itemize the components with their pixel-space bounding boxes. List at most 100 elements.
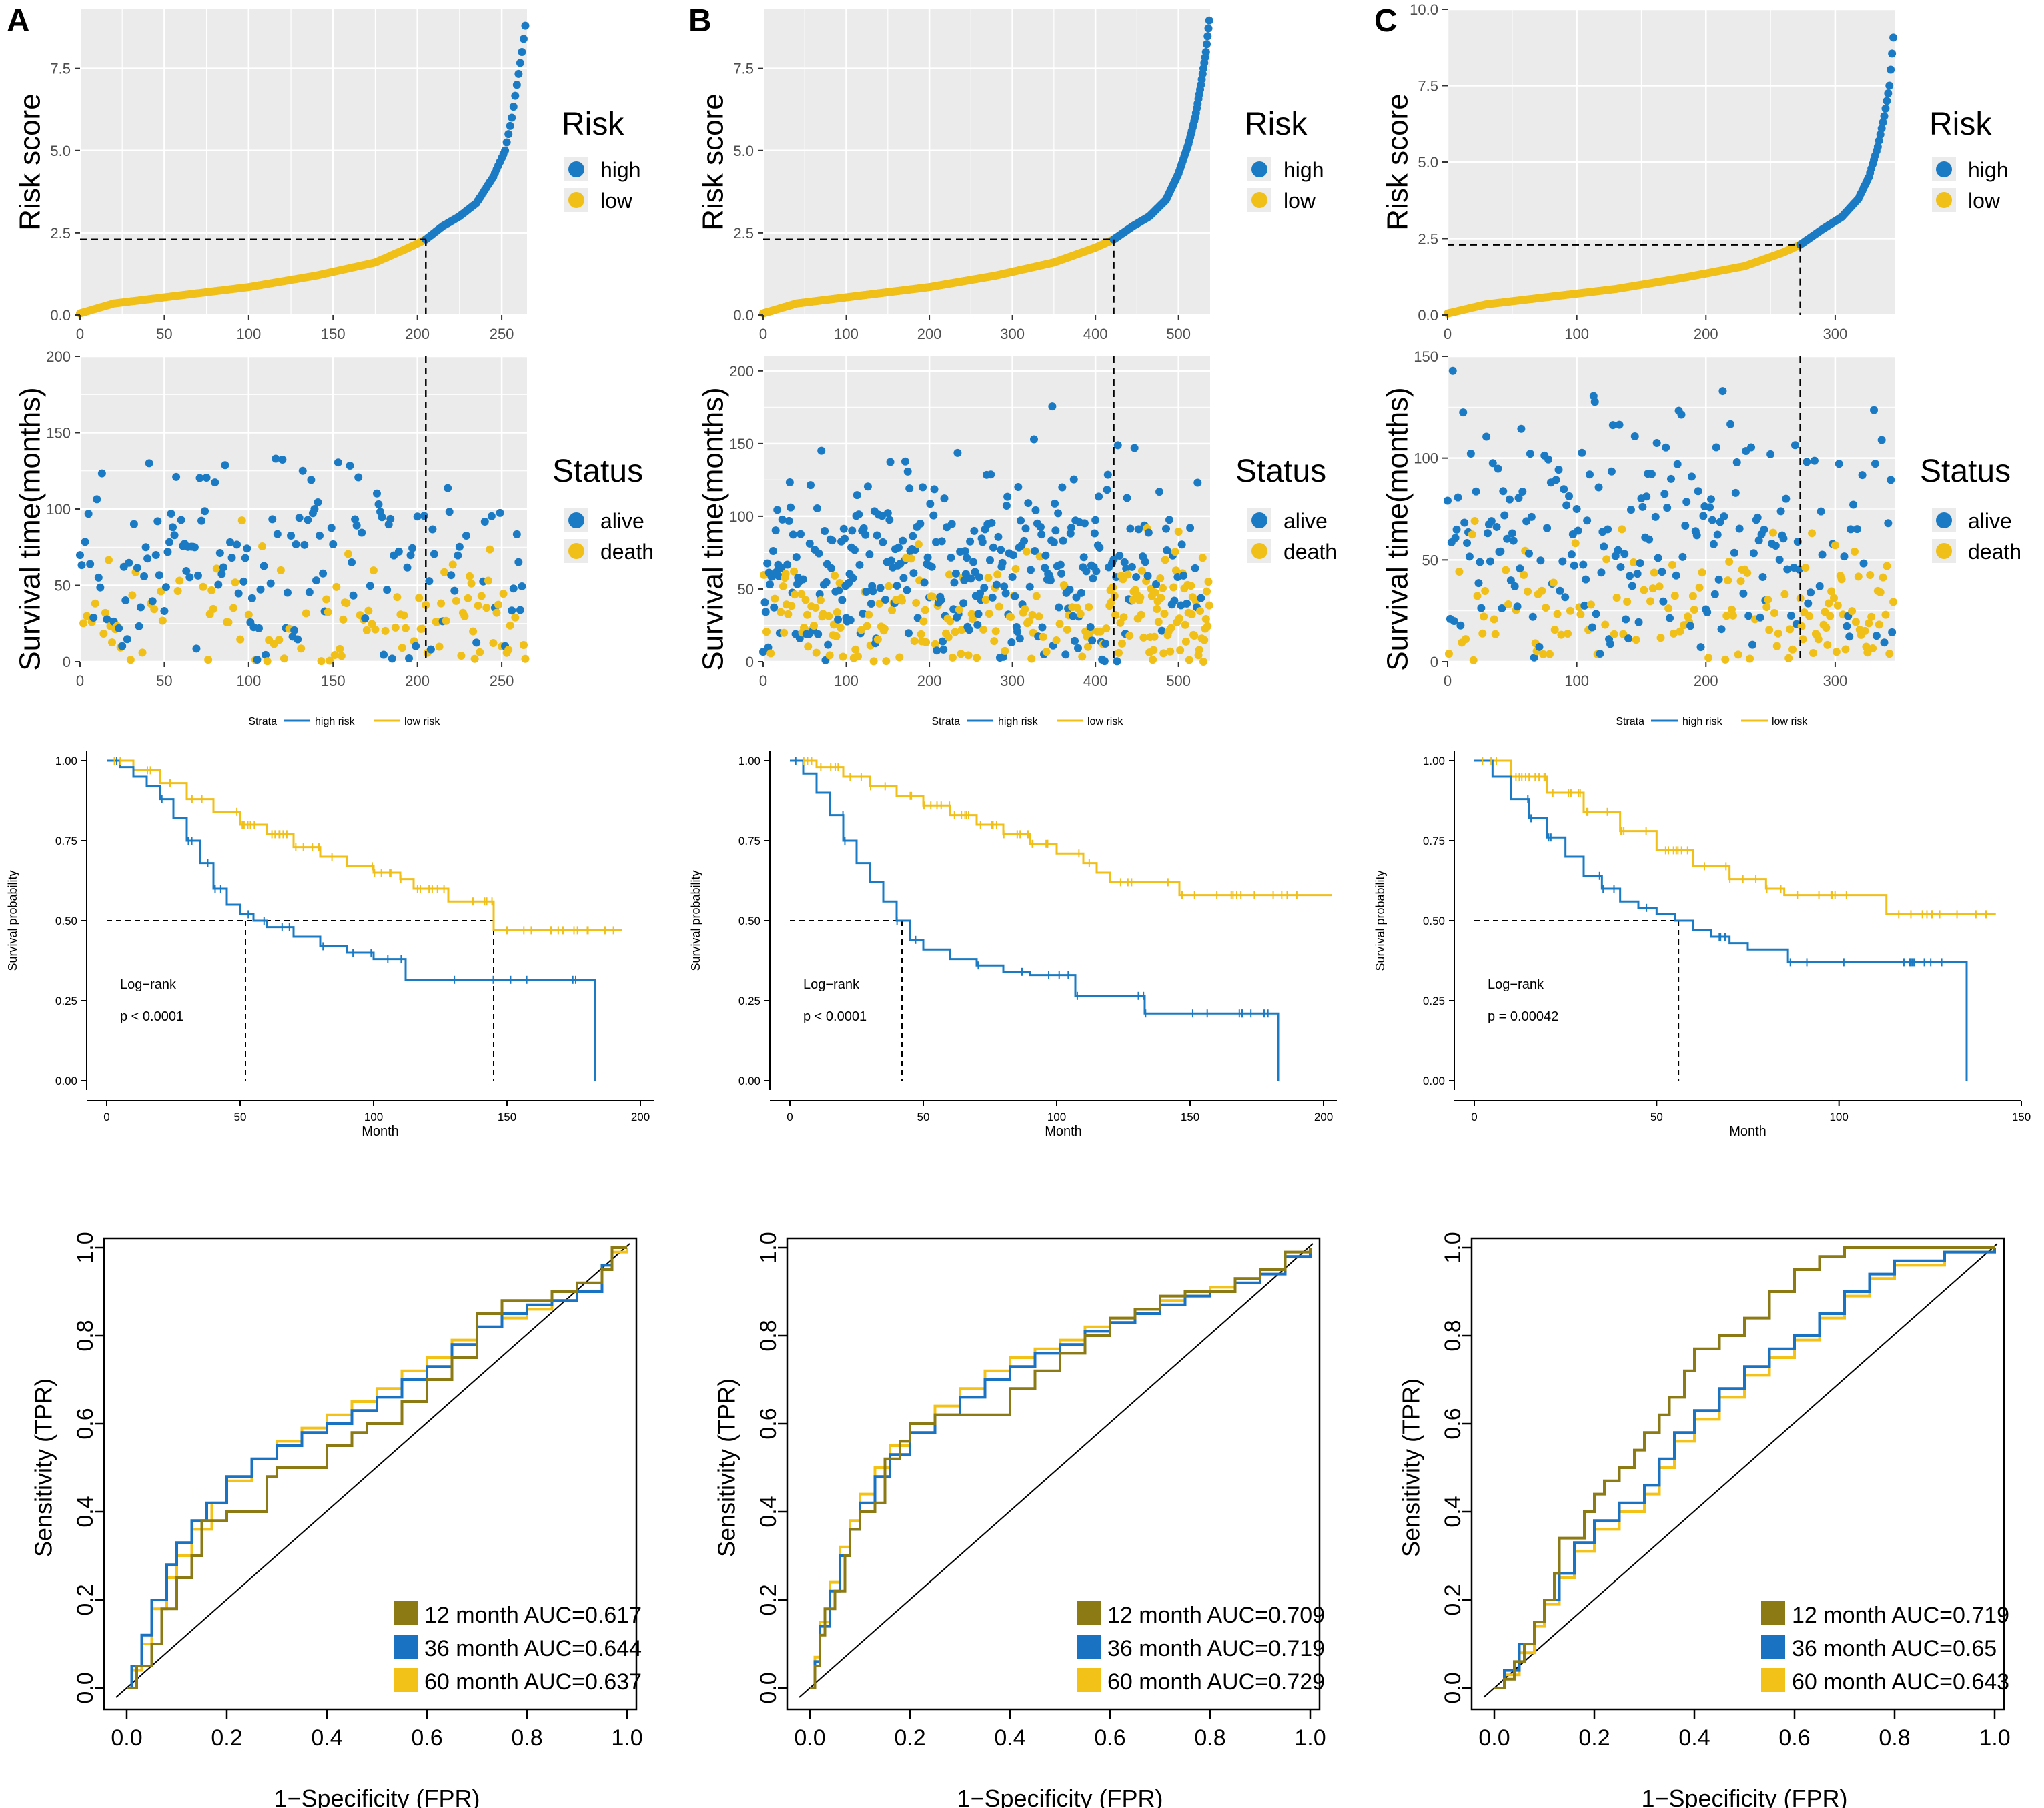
surv-point — [1634, 618, 1643, 626]
surv-point — [160, 606, 169, 615]
risk-legend-label-low: low — [600, 189, 633, 213]
surv-point — [1465, 552, 1474, 561]
risk-point — [1201, 48, 1210, 57]
risk-panel-bg-a — [80, 9, 527, 315]
surv-point — [1176, 646, 1185, 654]
surv-point — [169, 523, 177, 532]
surv-point — [193, 571, 202, 580]
surv-point — [450, 586, 459, 595]
roc-xtick-label: 0.2 — [211, 1725, 242, 1751]
surv-point — [1120, 558, 1129, 566]
surv-point — [822, 578, 831, 586]
surv-ytick-label: 200 — [729, 363, 754, 380]
surv-point — [1720, 512, 1728, 521]
surv-point — [1870, 406, 1879, 414]
risk-xtick-label: 500 — [1166, 326, 1191, 342]
risk-ytick-label: 0.0 — [733, 307, 754, 324]
risk-ytick-label: 2.5 — [50, 225, 71, 242]
surv-point — [447, 571, 456, 580]
surv-point — [1622, 615, 1630, 624]
surv-point — [1832, 648, 1841, 656]
surv-point — [192, 644, 201, 653]
surv-point — [1885, 650, 1894, 658]
surv-point — [817, 446, 826, 455]
surv-point — [108, 638, 117, 647]
surv-point — [266, 579, 275, 588]
surv-point — [1463, 538, 1472, 547]
surv-point — [1049, 538, 1058, 547]
risk-points-c — [1444, 33, 1898, 318]
surv-point — [1466, 449, 1475, 458]
km-xlabel: Month — [1045, 1124, 1082, 1139]
risk-point — [501, 146, 510, 155]
surv-point — [94, 573, 103, 582]
surv-point — [1586, 600, 1595, 609]
km-xtick-label: 100 — [1829, 1111, 1848, 1123]
roc-legend-label-0: 12 month AUC=0.617 — [424, 1603, 642, 1628]
surv-point — [824, 640, 833, 649]
surv-point — [1726, 420, 1735, 428]
risk-legend-label-high: high — [1968, 158, 2009, 182]
km-pvalue: p < 0.0001 — [803, 1009, 867, 1024]
surv-point — [1038, 623, 1047, 632]
km-ytick-label: 0.75 — [1423, 835, 1445, 847]
surv-point — [1626, 506, 1635, 514]
surv-point — [1528, 612, 1537, 621]
surv-ytick-label: 150 — [1414, 348, 1438, 365]
surv-point — [992, 580, 1001, 589]
surv-point — [987, 518, 996, 527]
surv-point — [1002, 501, 1011, 510]
surv-point — [836, 624, 845, 632]
surv-point — [1203, 587, 1211, 596]
risk-xtick-label: 0 — [759, 326, 767, 342]
surv-point — [1185, 656, 1193, 664]
surv-xtick-label: 250 — [490, 672, 514, 689]
surv-point — [492, 608, 501, 617]
risk-xtick-label: 100 — [834, 326, 859, 342]
surv-point — [1648, 584, 1657, 593]
surv-point — [787, 602, 796, 610]
surv-point — [454, 551, 462, 560]
risk-legend-dot-low — [1936, 192, 1952, 208]
surv-point — [1503, 534, 1512, 543]
surv-point — [1730, 548, 1738, 557]
surv-point — [1137, 610, 1145, 619]
surv-point — [984, 574, 993, 582]
surv-point — [273, 530, 282, 538]
surv-point — [514, 558, 523, 566]
surv-point — [815, 590, 824, 598]
km-logrank-label: Log−rank — [1488, 977, 1544, 992]
roc-ytick-label: 0.6 — [73, 1408, 98, 1439]
surv-point — [1042, 648, 1051, 656]
surv-point — [1866, 571, 1875, 580]
surv-xtick-label: 200 — [1694, 672, 1718, 689]
surv-point — [1681, 522, 1690, 530]
surv-point — [182, 566, 191, 575]
surv-point — [236, 635, 245, 644]
risk-point — [1877, 124, 1886, 133]
surv-point — [455, 542, 464, 551]
roc-ylabel: Sensitivity (TPR) — [30, 1378, 57, 1557]
km-censor-low — [113, 757, 614, 935]
surv-point — [1765, 626, 1774, 634]
surv-point — [1736, 577, 1745, 586]
surv-point — [1572, 505, 1581, 514]
surv-point — [831, 571, 839, 580]
surv-xtick-label: 100 — [834, 672, 859, 689]
surv-point — [1134, 525, 1143, 534]
surv-point — [330, 651, 339, 660]
surv-point — [1035, 612, 1043, 621]
km-xtick-label: 200 — [1314, 1111, 1333, 1123]
roc-ytick-label: 0.4 — [73, 1496, 98, 1527]
surv-point — [1538, 586, 1546, 595]
surv-point — [268, 515, 277, 524]
roc-xtick-label: 0.8 — [511, 1725, 542, 1751]
risk-point — [1887, 65, 1895, 74]
surv-point — [1152, 580, 1161, 588]
roc-ytick-label: 0.8 — [1440, 1320, 1466, 1351]
risk-legend-dot-low — [568, 192, 584, 208]
surv-xtick-label: 100 — [1564, 672, 1589, 689]
roc-diagonal — [115, 1243, 630, 1698]
roc-ytick-label: 0.4 — [1440, 1496, 1466, 1527]
surv-point — [138, 648, 147, 657]
